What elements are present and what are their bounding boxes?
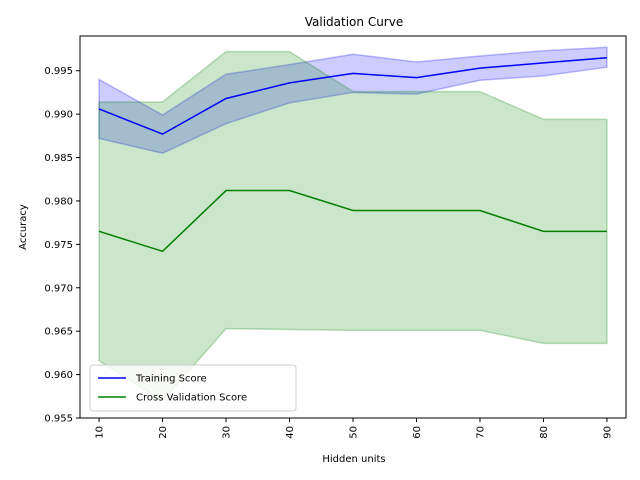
x-tick-label: 50 [349,426,360,439]
cross-validation-score-point [416,210,417,211]
cross-validation-score-point [543,231,544,232]
y-tick-label: 0.990 [44,110,73,121]
legend: Training Score Cross Validation Score [89,364,297,412]
training-score-point [352,73,353,74]
cross-validation-score-line [98,189,607,253]
training-score-point [225,98,226,99]
training-score-point [543,62,544,63]
cross-validation-score-point [162,251,163,252]
y-tick-label: 0.955 [44,414,73,425]
cross-validation-score-point [98,231,99,232]
x-tick-label: 30 [222,426,233,439]
cross-validation-score-point [289,190,290,191]
x-axis-label: Hidden units [322,454,385,465]
cross-validation-score-band [98,50,608,402]
cross-validation-score-point [479,210,480,211]
x-tick-label: 90 [602,426,613,439]
legend-label: Training Score [135,374,207,385]
chart-title: Validation Curve [305,15,403,29]
x-tick-label: 40 [285,426,296,439]
y-tick-label: 0.975 [44,240,73,251]
training-score-point [98,108,99,109]
plot-area [98,46,608,402]
cross-validation-score-point [606,231,607,232]
y-tick-label: 0.980 [44,196,73,207]
x-tick-label: 10 [95,426,106,439]
training-score-point [162,134,163,135]
y-tick-label: 0.995 [44,66,73,77]
training-score-point [606,57,607,58]
x-axis: 10 20 30 40 50 60 70 80 90 [95,418,613,439]
y-tick-label: 0.985 [44,153,73,164]
cross-validation-score-point [352,210,353,211]
training-score-point [416,77,417,78]
x-tick-label: 20 [158,426,169,439]
legend-label: Cross Validation Score [136,393,247,404]
training-score-line [98,56,608,135]
x-tick-label: 60 [412,426,423,439]
y-tick-label: 0.965 [44,327,73,338]
cross-validation-score-point [225,190,226,191]
training-score-point [479,68,480,69]
y-tick-label: 0.960 [44,370,73,381]
y-axis-label: Accuracy [18,204,29,250]
training-score-band [98,46,608,154]
training-score-point [289,82,290,83]
y-tick-label: 0.970 [44,283,73,294]
legend-box [89,364,297,412]
x-tick-label: 70 [475,426,486,439]
x-tick-label: 80 [539,426,550,439]
y-axis: 0.955 0.960 0.965 0.970 0.975 0.980 0.985 0.990… [44,66,80,425]
